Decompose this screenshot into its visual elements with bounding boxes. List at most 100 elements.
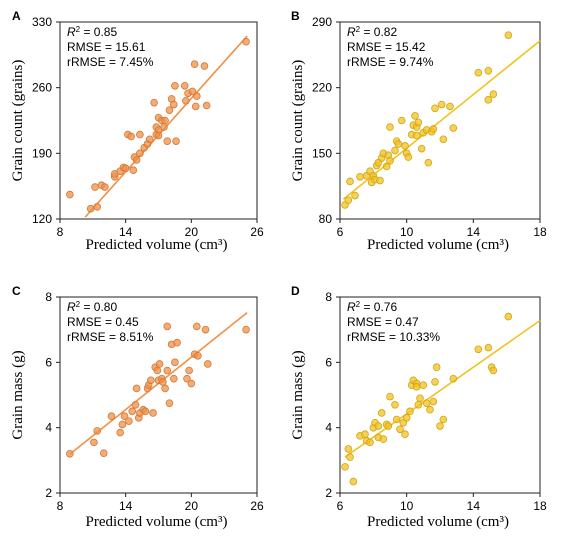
rmse-label: RMSE = 0.45 <box>67 315 139 329</box>
data-point <box>341 463 349 471</box>
panel-letter: C <box>12 284 21 298</box>
y-tick-label: 260 <box>32 81 52 95</box>
data-point <box>193 322 201 331</box>
data-point <box>417 144 426 153</box>
x-tick-label: 14 <box>467 499 481 513</box>
data-point <box>346 177 354 186</box>
data-point <box>489 90 498 99</box>
data-point <box>406 407 414 416</box>
y-tick-label: 220 <box>312 81 332 95</box>
x-tick-label: 6 <box>337 225 344 239</box>
data-point <box>161 116 169 125</box>
data-point <box>120 412 129 421</box>
data-point <box>426 405 434 414</box>
r2-label: R2 = 0.82 <box>347 25 397 40</box>
y-tick-label: 4 <box>325 421 332 435</box>
data-point <box>66 449 74 458</box>
x-tick-label: 14 <box>467 225 481 239</box>
y-tick-label: 290 <box>312 15 332 29</box>
data-point <box>172 137 180 145</box>
data-point <box>136 130 144 139</box>
y-axis-title: Grain mass (g) <box>10 350 26 439</box>
data-point <box>131 400 140 409</box>
data-point <box>200 62 209 70</box>
y-tick-label: 8 <box>325 290 332 304</box>
rmse-label: RMSE = 0.47 <box>347 315 419 329</box>
chart-panel-a: A 8 14 20 26 120 190 260 330 Predicted volume (cm… <box>10 9 264 253</box>
data-point <box>91 183 99 191</box>
y-tick-label: 6 <box>325 355 332 369</box>
r2-label: R2 = 0.76 <box>347 300 397 315</box>
panel-letter: A <box>12 9 21 23</box>
x-tick-label: 20 <box>185 499 199 513</box>
y-tick-label: 2 <box>325 486 332 500</box>
data-point <box>99 449 108 457</box>
data-point <box>396 425 404 434</box>
data-point <box>161 384 169 393</box>
data-point <box>180 81 189 90</box>
data-point <box>401 142 409 150</box>
data-point <box>165 106 174 114</box>
x-axis-title: Predicted volume (cm³) <box>367 514 509 530</box>
y-axis-title: Grain count (grains) <box>290 60 306 182</box>
data-point <box>165 399 174 407</box>
data-point <box>366 438 374 447</box>
data-point <box>170 374 178 383</box>
data-point <box>386 157 394 165</box>
y-tick-label: 4 <box>45 421 52 435</box>
r2-label: R2 = 0.80 <box>67 300 117 315</box>
x-axis-title: Predicted volume (cm³) <box>86 237 228 253</box>
data-point <box>155 360 164 368</box>
data-point <box>66 190 74 199</box>
data-point <box>374 422 383 430</box>
y-axis-title: Grain count (grains) <box>10 60 26 182</box>
data-point <box>128 407 137 416</box>
data-point <box>394 140 403 148</box>
chart-panel-d: D 6 10 14 18 2 4 6 8 Predicted volume (cm³) Grain … <box>290 284 547 530</box>
data-point <box>411 112 419 120</box>
data-point <box>127 132 135 141</box>
x-tick-label: 20 <box>185 225 199 239</box>
data-point <box>439 135 448 144</box>
data-point <box>170 100 178 109</box>
x-tick-label: 10 <box>400 225 414 239</box>
data-point <box>391 146 399 155</box>
data-point <box>484 96 493 104</box>
data-point <box>145 135 154 144</box>
data-point <box>361 430 369 439</box>
data-point <box>412 131 421 140</box>
data-point <box>193 92 201 100</box>
data-point <box>412 383 421 391</box>
data-point <box>474 68 483 77</box>
data-point <box>171 358 179 367</box>
data-point <box>431 378 439 386</box>
x-tick-label: 14 <box>119 225 133 239</box>
x-tick-label: 8 <box>57 499 64 513</box>
data-point <box>344 196 353 205</box>
data-point <box>356 172 364 181</box>
data-point <box>349 477 358 486</box>
data-point <box>188 87 197 96</box>
data-point <box>132 384 141 393</box>
plot-frame <box>59 21 258 220</box>
data-point <box>107 412 116 421</box>
data-point <box>504 31 513 39</box>
x-tick-label: 6 <box>337 499 344 513</box>
data-point <box>432 363 441 372</box>
x-tick-label: 18 <box>533 225 547 239</box>
data-point <box>187 379 196 388</box>
data-point <box>344 445 353 453</box>
data-point <box>93 203 102 211</box>
x-tick-label: 8 <box>57 225 64 239</box>
data-point <box>147 376 155 385</box>
data-point <box>163 366 172 375</box>
data-point <box>392 415 401 424</box>
data-point <box>416 394 424 403</box>
y-tick-label: 330 <box>32 15 52 29</box>
data-point <box>446 102 454 111</box>
data-point <box>191 102 200 111</box>
